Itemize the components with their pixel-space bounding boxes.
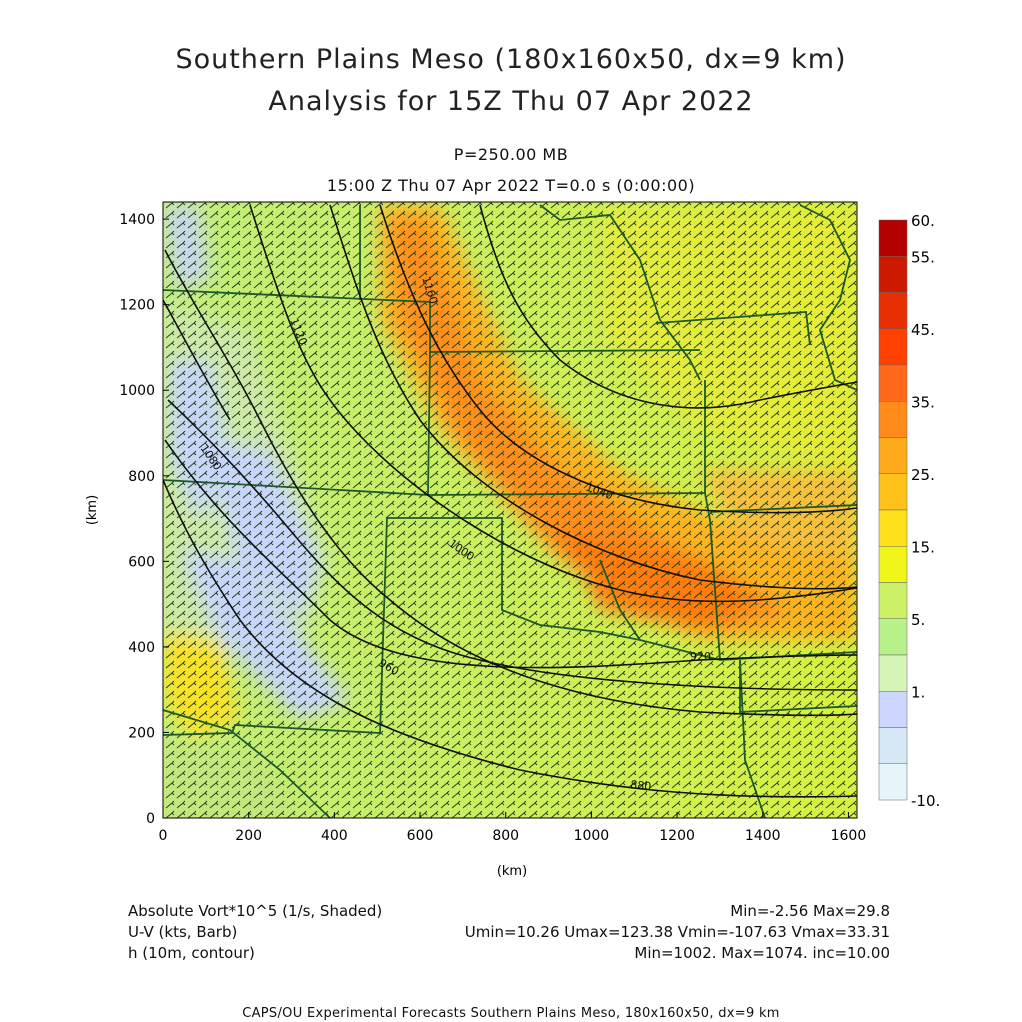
pressure-level: P=250.00 MB	[453, 145, 569, 164]
colorbar-swatch	[878, 509, 908, 547]
colorbar-swatch	[878, 691, 908, 728]
x-axis-label: (km)	[497, 864, 527, 879]
y-tick-label: 800	[128, 469, 155, 485]
colorbar-label: 1.	[911, 683, 925, 701]
x-tick-label: 1200	[659, 828, 695, 844]
y-tick-label: 1400	[119, 212, 155, 228]
legend-vorticity: Absolute Vort*10^5 (1/s, Shaded)	[128, 902, 383, 920]
y-tick-label: 1200	[119, 298, 155, 314]
x-axis: 0 200 400 600 800 1000 1200 1400 1600	[159, 812, 867, 844]
colorbar-swatch	[878, 437, 908, 474]
colorbar-swatch	[878, 256, 908, 293]
colorbar-swatch	[878, 292, 908, 329]
colorbar: 60. 55. 45. 35. 25. 15. 5. 1. -10.	[878, 212, 940, 810]
colorbar-swatch	[878, 763, 908, 801]
y-tick-label: 0	[146, 811, 155, 827]
colorbar-swatch	[878, 618, 908, 656]
y-axis: 0 200 400 600 800 1000 1200 1400	[119, 212, 169, 827]
shaded-field: 1160 1120 1080 1040 1000 960 920 880	[163, 202, 857, 818]
footer-credit: CAPS/OU Experimental Forecasts Southern …	[242, 1006, 780, 1021]
legend-wind-range: Umin=10.26 Umax=123.38 Vmin=-107.63 Vmax…	[464, 923, 890, 941]
x-tick-label: 600	[407, 828, 434, 844]
valid-time: 15:00 Z Thu 07 Apr 2022 T=0.0 s (0:00:00…	[326, 176, 696, 195]
plot-frame	[162, 201, 858, 819]
colorbar-swatch	[878, 654, 908, 692]
colorbar-label: 15.	[911, 538, 935, 556]
colorbar-swatch	[878, 473, 908, 511]
colorbar-swatch	[878, 546, 908, 583]
x-tick-label: 400	[321, 828, 348, 844]
colorbar-swatch	[878, 727, 908, 764]
x-tick-label: 1400	[745, 828, 781, 844]
colorbar-swatch	[878, 328, 908, 366]
y-tick-label: 200	[128, 725, 155, 741]
colorbar-swatch	[878, 364, 908, 402]
colorbar-label: 35.	[911, 393, 935, 411]
colorbar-label: 5.	[911, 611, 925, 629]
colorbar-swatch	[878, 219, 908, 257]
x-tick-label: 1600	[831, 828, 867, 844]
legend-height: h (10m, contour)	[128, 944, 255, 962]
contour-label: 880	[630, 778, 652, 793]
legend-height-range: Min=1002. Max=1074. inc=10.00	[634, 944, 890, 962]
y-tick-label: 600	[128, 554, 155, 570]
title-line-2: Analysis for 15Z Thu 07 Apr 2022	[268, 86, 754, 117]
legend-wind: U-V (kts, Barb)	[128, 923, 238, 941]
x-tick-label: 800	[492, 828, 519, 844]
colorbar-label: 25.	[911, 466, 935, 484]
colorbar-label: 45.	[911, 321, 935, 339]
height-contours	[163, 204, 857, 798]
y-tick-label: 400	[128, 640, 155, 656]
contour-label: 920	[690, 650, 711, 663]
colorbar-label: -10.	[911, 792, 940, 810]
colorbar-swatch	[878, 401, 908, 438]
colorbar-label: 60.	[911, 212, 935, 230]
title-line-1: Southern Plains Meso (180x160x50, dx=9 k…	[175, 44, 847, 75]
legend-vorticity-range: Min=-2.56 Max=29.8	[730, 902, 890, 920]
y-axis-label: (km)	[85, 495, 100, 525]
colorbar-label: 55.	[911, 248, 935, 266]
x-tick-label: 200	[235, 828, 262, 844]
x-tick-label: 1000	[574, 828, 610, 844]
y-tick-label: 1000	[119, 383, 155, 399]
x-tick-label: 0	[159, 828, 168, 844]
colorbar-swatch	[878, 582, 908, 619]
